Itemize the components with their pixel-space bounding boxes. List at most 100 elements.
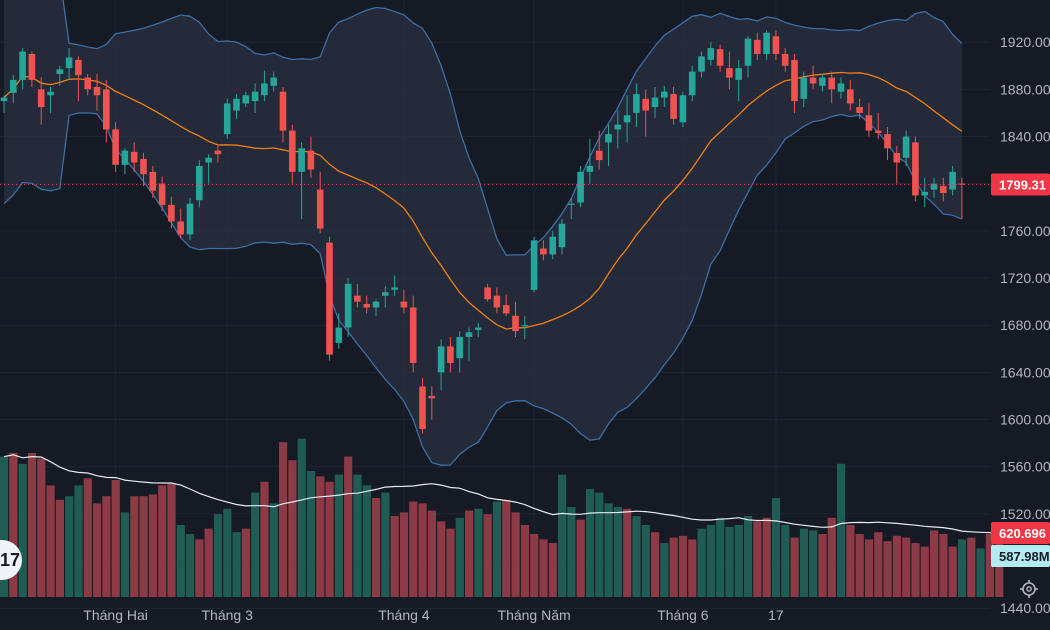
- candle-body: [735, 68, 742, 80]
- price-tick-label: 1520.00: [1000, 506, 1050, 522]
- volume-bar: [325, 481, 334, 597]
- candle: [326, 236, 333, 361]
- candle-body: [56, 69, 64, 75]
- candle: [493, 287, 501, 314]
- volume-bar: [911, 543, 920, 597]
- volume-bar: [251, 492, 260, 597]
- candle: [819, 74, 826, 92]
- candle-body: [307, 150, 315, 170]
- candle-body: [874, 130, 882, 133]
- volume-value-label: 620.696: [999, 526, 1046, 541]
- candle: [0, 95, 8, 113]
- volume-bar: [725, 526, 734, 597]
- candle-body: [465, 332, 473, 337]
- candle-body: [363, 303, 370, 308]
- candle-body: [75, 59, 82, 76]
- candle: [205, 154, 212, 184]
- volume-bar: [65, 496, 74, 597]
- volume-bar: [511, 512, 520, 597]
- volume-badge-bg: [991, 522, 1050, 544]
- candle-body: [437, 346, 445, 373]
- candle-body: [791, 59, 798, 102]
- candle: [158, 176, 166, 211]
- candle-body: [837, 83, 845, 92]
- volume-bar: [465, 510, 474, 597]
- volume-bar: [37, 458, 46, 597]
- volume-bar: [269, 503, 278, 597]
- candle: [949, 165, 956, 196]
- volume-bar: [437, 521, 446, 597]
- volume-bar: [102, 496, 111, 597]
- volume-bar: [558, 474, 567, 597]
- candle: [735, 59, 742, 102]
- volume-bar: [344, 456, 353, 597]
- volume-bar: [576, 519, 585, 597]
- lower-band-line: [3, 112, 963, 466]
- price-tick-label: 1840.00: [1000, 129, 1050, 145]
- candle-body: [121, 150, 129, 165]
- volume-bar: [790, 537, 799, 597]
- candle-body: [149, 171, 157, 191]
- candle-body: [819, 77, 826, 86]
- candle-body: [595, 150, 603, 161]
- candle: [382, 286, 389, 308]
- volume-bar: [985, 534, 994, 597]
- time-tick-label: Tháng Năm: [498, 607, 571, 623]
- volume-bar: [288, 460, 297, 597]
- volume-bar: [660, 543, 669, 597]
- volume-bar: [762, 517, 771, 597]
- upper-band-line: [62, 0, 963, 256]
- volume-bar: [939, 534, 948, 597]
- candle-body: [279, 91, 287, 131]
- candle-body: [623, 115, 631, 123]
- last-price-badge: 1799.31: [991, 173, 1050, 196]
- volume-bar: [595, 492, 604, 597]
- volume-bar: [427, 510, 436, 597]
- candle-body: [512, 315, 519, 332]
- price-tick-label: 1720.00: [1000, 270, 1050, 286]
- candle: [177, 208, 184, 238]
- volume-bar: [688, 539, 697, 597]
- candle: [428, 386, 436, 420]
- candle: [763, 30, 770, 60]
- candle-body: [661, 91, 668, 98]
- candle-body: [261, 83, 268, 96]
- volume-bar: [158, 485, 167, 597]
- tradingview-logo[interactable]: 17: [0, 540, 22, 580]
- volume-bar: [734, 525, 743, 597]
- volume-bar: [678, 535, 688, 597]
- candle: [800, 71, 808, 108]
- candle: [874, 112, 882, 139]
- candle-body: [688, 71, 696, 96]
- candle: [289, 124, 296, 184]
- candle: [614, 110, 622, 149]
- candle: [223, 98, 231, 139]
- candle-body: [251, 91, 259, 102]
- volume-ma-line: [3, 454, 1000, 534]
- candle-body: [809, 77, 817, 84]
- volume-bars: [0, 438, 1004, 597]
- price-tick-label: 1440.00: [1000, 600, 1050, 616]
- volume-bar: [0, 456, 9, 597]
- candle: [568, 197, 575, 220]
- price-axis[interactable]: 1920.001880.001840.001800.001760.001720.…: [991, 34, 1050, 616]
- candle: [391, 275, 398, 296]
- time-axis[interactable]: Tháng Hai Tháng 3 Tháng 4 Tháng Năm Tháng 6 1…: [83, 607, 784, 623]
- candle: [856, 98, 863, 119]
- candle-body: [409, 307, 417, 363]
- candle-body: [828, 77, 835, 90]
- volume-bar: [186, 534, 195, 597]
- volume-bar: [83, 478, 92, 597]
- candlesticks: [0, 30, 966, 434]
- volume-bar: [223, 508, 232, 597]
- candle: [270, 71, 277, 92]
- volume-bar: [948, 546, 957, 597]
- candle-body: [316, 189, 324, 229]
- candle: [930, 177, 938, 198]
- volume-bar: [967, 537, 976, 597]
- settings-icon[interactable]: [1018, 578, 1040, 600]
- candle: [577, 165, 584, 208]
- volume-bar: [632, 516, 641, 597]
- candle: [140, 153, 147, 187]
